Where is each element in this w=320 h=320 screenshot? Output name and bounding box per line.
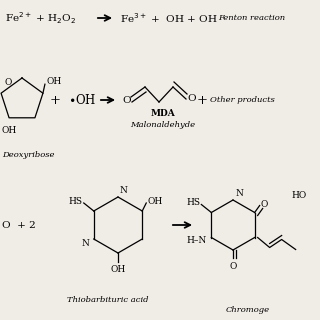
Text: O: O [5,78,12,87]
Text: N: N [235,188,243,197]
Text: OH: OH [147,196,163,205]
Text: Deoxyribose: Deoxyribose [2,151,54,159]
Text: O  + 2: O + 2 [2,220,36,229]
Text: Chromoge: Chromoge [226,306,270,314]
Text: N: N [120,186,128,195]
Text: +: + [196,93,207,107]
Text: Fe$^{2+}$ + H$_2$O$_2$: Fe$^{2+}$ + H$_2$O$_2$ [5,10,76,26]
Text: OH: OH [1,125,16,134]
Text: O: O [122,95,131,105]
Text: OH: OH [110,265,126,274]
Text: Other products: Other products [210,96,275,104]
Text: HO: HO [291,190,306,199]
Text: Malonaldehyde: Malonaldehyde [131,121,196,129]
Text: +: + [50,93,60,107]
Text: MDA: MDA [151,108,175,117]
Text: O: O [261,200,268,209]
Text: OH: OH [47,77,62,86]
Text: Fe$^{3+}$ +  OH + OH: Fe$^{3+}$ + OH + OH [120,11,218,25]
Text: H–N: H–N [186,236,206,245]
Text: O: O [229,262,237,271]
Text: HS: HS [69,196,83,205]
Text: HS: HS [186,198,200,207]
Text: N: N [82,239,90,249]
Text: O: O [187,93,196,102]
Text: Thiobarbituric acid: Thiobarbituric acid [67,296,149,304]
Text: Fenton reaction: Fenton reaction [218,14,285,22]
Text: $\bullet$OH: $\bullet$OH [68,93,97,107]
